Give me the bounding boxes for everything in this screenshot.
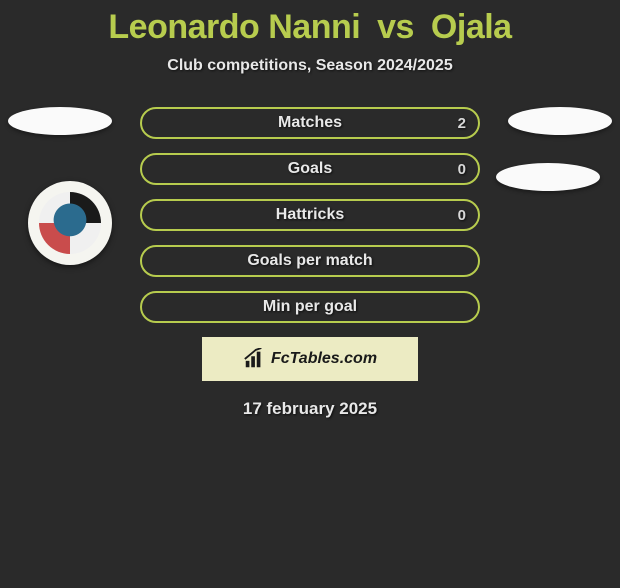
date-label: 17 february 2025 [0,399,620,419]
comparison-title: Leonardo Nanni vs Ojala [0,8,620,47]
stat-row-goals: Goals 0 [140,153,480,185]
stat-value: 2 [458,115,466,132]
brand-text: FcTables.com [271,350,377,368]
subtitle: Club competitions, Season 2024/2025 [0,57,620,75]
stat-row-matches: Matches 2 [140,107,480,139]
club-crest-icon [39,192,101,254]
stat-row-goals-per-match: Goals per match [140,245,480,277]
club-crest [28,181,112,265]
stat-row-min-per-goal: Min per goal [140,291,480,323]
player1-badge-placeholder [8,107,112,135]
stat-label: Matches [278,114,342,132]
vs-label: vs [377,8,414,46]
stat-label: Min per goal [263,298,357,316]
player1-name: Leonardo Nanni [108,8,360,46]
player2-badge-placeholder-2 [496,163,600,191]
bar-chart-icon [243,348,265,370]
stat-label: Hattricks [276,206,344,224]
player2-name: Ojala [431,8,512,46]
stats-section: Matches 2 Goals 0 Hattricks 0 Goals per … [0,107,620,419]
stat-row-hattricks: Hattricks 0 [140,199,480,231]
stat-label: Goals [288,160,332,178]
brand-watermark: FcTables.com [202,337,418,381]
player2-badge-placeholder-1 [508,107,612,135]
stat-label: Goals per match [247,252,372,270]
stat-value: 0 [458,207,466,224]
stat-value: 0 [458,161,466,178]
